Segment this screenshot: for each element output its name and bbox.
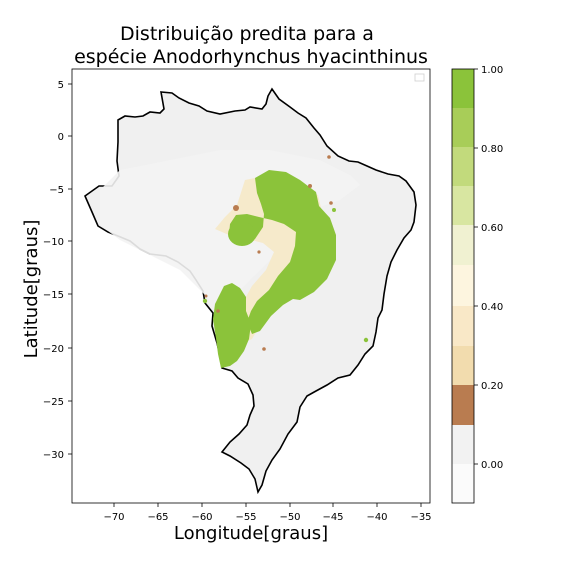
x-tick-2: −60 <box>191 512 212 523</box>
colorbar-tick-5: 0.00 <box>481 460 503 471</box>
x-tick-1: −65 <box>147 512 168 523</box>
y-axis: 5 0 −5 −10 −15 −20 −25 −30 Latitude[grau… <box>21 80 72 461</box>
y-tick-3: −10 <box>43 237 64 248</box>
y-axis-label: Latitude[graus] <box>21 220 42 359</box>
colorbar-tick-3: 0.40 <box>481 302 503 313</box>
y-tick-0: 5 <box>58 80 64 91</box>
brown-cell-8 <box>204 294 208 298</box>
brown-cell-5 <box>262 347 266 351</box>
y-tick-4: −15 <box>43 290 64 301</box>
green-cell-2 <box>363 337 369 343</box>
y-tick-5: −20 <box>43 344 64 355</box>
y-tick-2: −5 <box>49 185 64 196</box>
colorbar-tick-4: 0.20 <box>481 381 503 392</box>
x-tick-5: −45 <box>322 512 343 523</box>
colorbar-tick-1: 0.80 <box>481 144 503 155</box>
high-suitability-area-north <box>229 170 336 334</box>
brown-cell-1 <box>233 205 239 211</box>
y-tick-1: 0 <box>58 132 64 143</box>
green-cell-1 <box>202 298 208 304</box>
y-tick-6: −25 <box>43 397 64 408</box>
x-tick-0: −70 <box>103 512 124 523</box>
colorbar-tick-2: 0.60 <box>481 223 503 234</box>
high-suitability-area-west <box>228 222 256 246</box>
x-axis: −70 −65 −60 −55 −50 −45 −40 −35 Longitud… <box>103 503 432 544</box>
x-tick-4: −50 <box>279 512 300 523</box>
x-axis-label: Longitude[graus] <box>174 523 328 544</box>
title-line-2: espécie Anodorhynchus hyacinthinus <box>74 46 428 68</box>
high-suitability-area-pantanal <box>213 283 251 368</box>
brown-cell-2 <box>308 184 312 188</box>
x-tick-6: −40 <box>366 512 387 523</box>
brown-cell-3 <box>329 201 333 205</box>
brown-cell-7 <box>257 250 261 254</box>
legend-box <box>414 73 425 82</box>
colorbar: 1.00 0.80 0.60 0.40 0.20 0.00 <box>451 65 503 504</box>
colorbar-tick-0: 1.00 <box>481 65 503 76</box>
x-tick-7: −35 <box>410 512 431 523</box>
map-layer <box>84 87 417 495</box>
brown-cell-6 <box>216 309 220 313</box>
title-line-1: Distribuição predita para a <box>120 23 374 45</box>
brown-cell-4 <box>327 155 331 159</box>
green-cell-3 <box>332 208 336 212</box>
x-tick-3: −55 <box>235 512 256 523</box>
y-tick-7: −30 <box>43 450 64 461</box>
